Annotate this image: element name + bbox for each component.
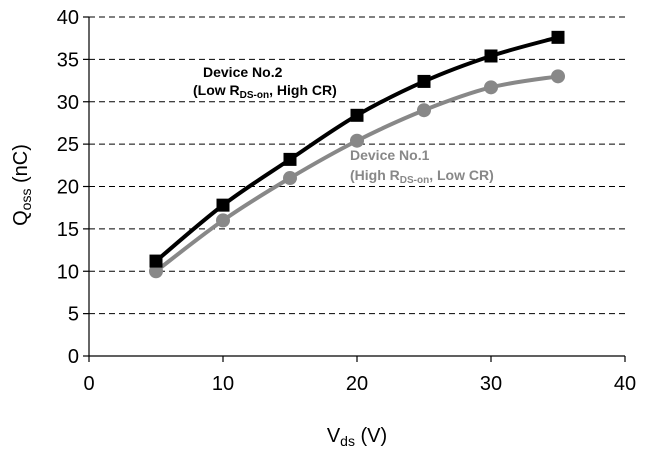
annotation-device-1-line1: Device No.1 [350,147,430,163]
y-tick-label-0: 0 [68,346,79,368]
annotation-device-1-prefix: (High R [350,167,400,183]
annotation-device-2-line1: Device No.2 [203,64,283,80]
x-tick-label-20: 20 [346,373,368,395]
x-axis-title-main: V [327,425,341,447]
data-point-device-no-2-20 [350,108,364,122]
x-tick-label-0: 0 [83,373,94,395]
annotation-device-1-sub: DS-on [400,175,429,186]
x-axis-title: Vds (V) [327,425,387,449]
y-tick-label-30: 30 [57,92,79,114]
data-point-device-no-1-20 [350,133,364,148]
y-tick-label-35: 35 [57,49,79,71]
data-point-device-no-2-35 [551,30,565,44]
annotation-device-2-sub: DS-on [240,90,269,101]
labels-layer: 0 5 10 15 20 25 30 35 40 0 10 20 30 40 [57,7,636,395]
data-point-device-no-2-25 [417,74,431,88]
y-tick-label-15: 15 [57,219,79,241]
x-axis-title-unit: (V) [355,425,387,447]
y-tick-label-20: 20 [57,177,79,199]
data-point-device-no-1-5 [149,264,163,279]
y-tick-label-25: 25 [57,134,79,156]
data-point-device-no-2-30 [484,49,498,63]
axes-layer [83,16,626,362]
annotation-device-1-suffix: , Low CR) [429,167,494,183]
annotation-device-2-suffix: , High CR) [269,82,337,98]
x-tick-label-40: 40 [614,373,636,395]
data-point-device-no-2-15 [283,152,297,166]
y-axis-title-unit: (nC) [10,144,32,188]
data-point-device-no-2-10 [216,198,230,212]
x-tick-label-10: 10 [212,373,234,395]
x-axis-title-sub: ds [340,433,355,449]
grid-layer [89,16,625,315]
y-tick-label-10: 10 [57,261,79,283]
annotation-device-2-prefix: (Low R [193,82,240,98]
series-layer [149,30,565,279]
y-axis-title: Qoss (nC) [10,144,34,226]
data-point-device-no-1-35 [551,69,565,84]
y-axis-title-main: Q [10,210,32,226]
y-axis-title-sub: oss [18,189,34,211]
data-point-device-no-1-10 [216,213,230,228]
y-tick-label-5: 5 [68,304,79,326]
data-point-device-no-1-15 [283,171,297,186]
x-tick-label-30: 30 [480,373,502,395]
data-point-device-no-2-5 [149,254,163,268]
annotation-device-1-line2: (High RDS-on, Low CR) [350,167,494,186]
data-point-device-no-1-30 [484,80,498,95]
annotation-device-2-line2: (Low RDS-on, High CR) [193,82,337,101]
y-tick-label-40: 40 [57,7,79,29]
data-point-device-no-1-25 [417,103,431,118]
